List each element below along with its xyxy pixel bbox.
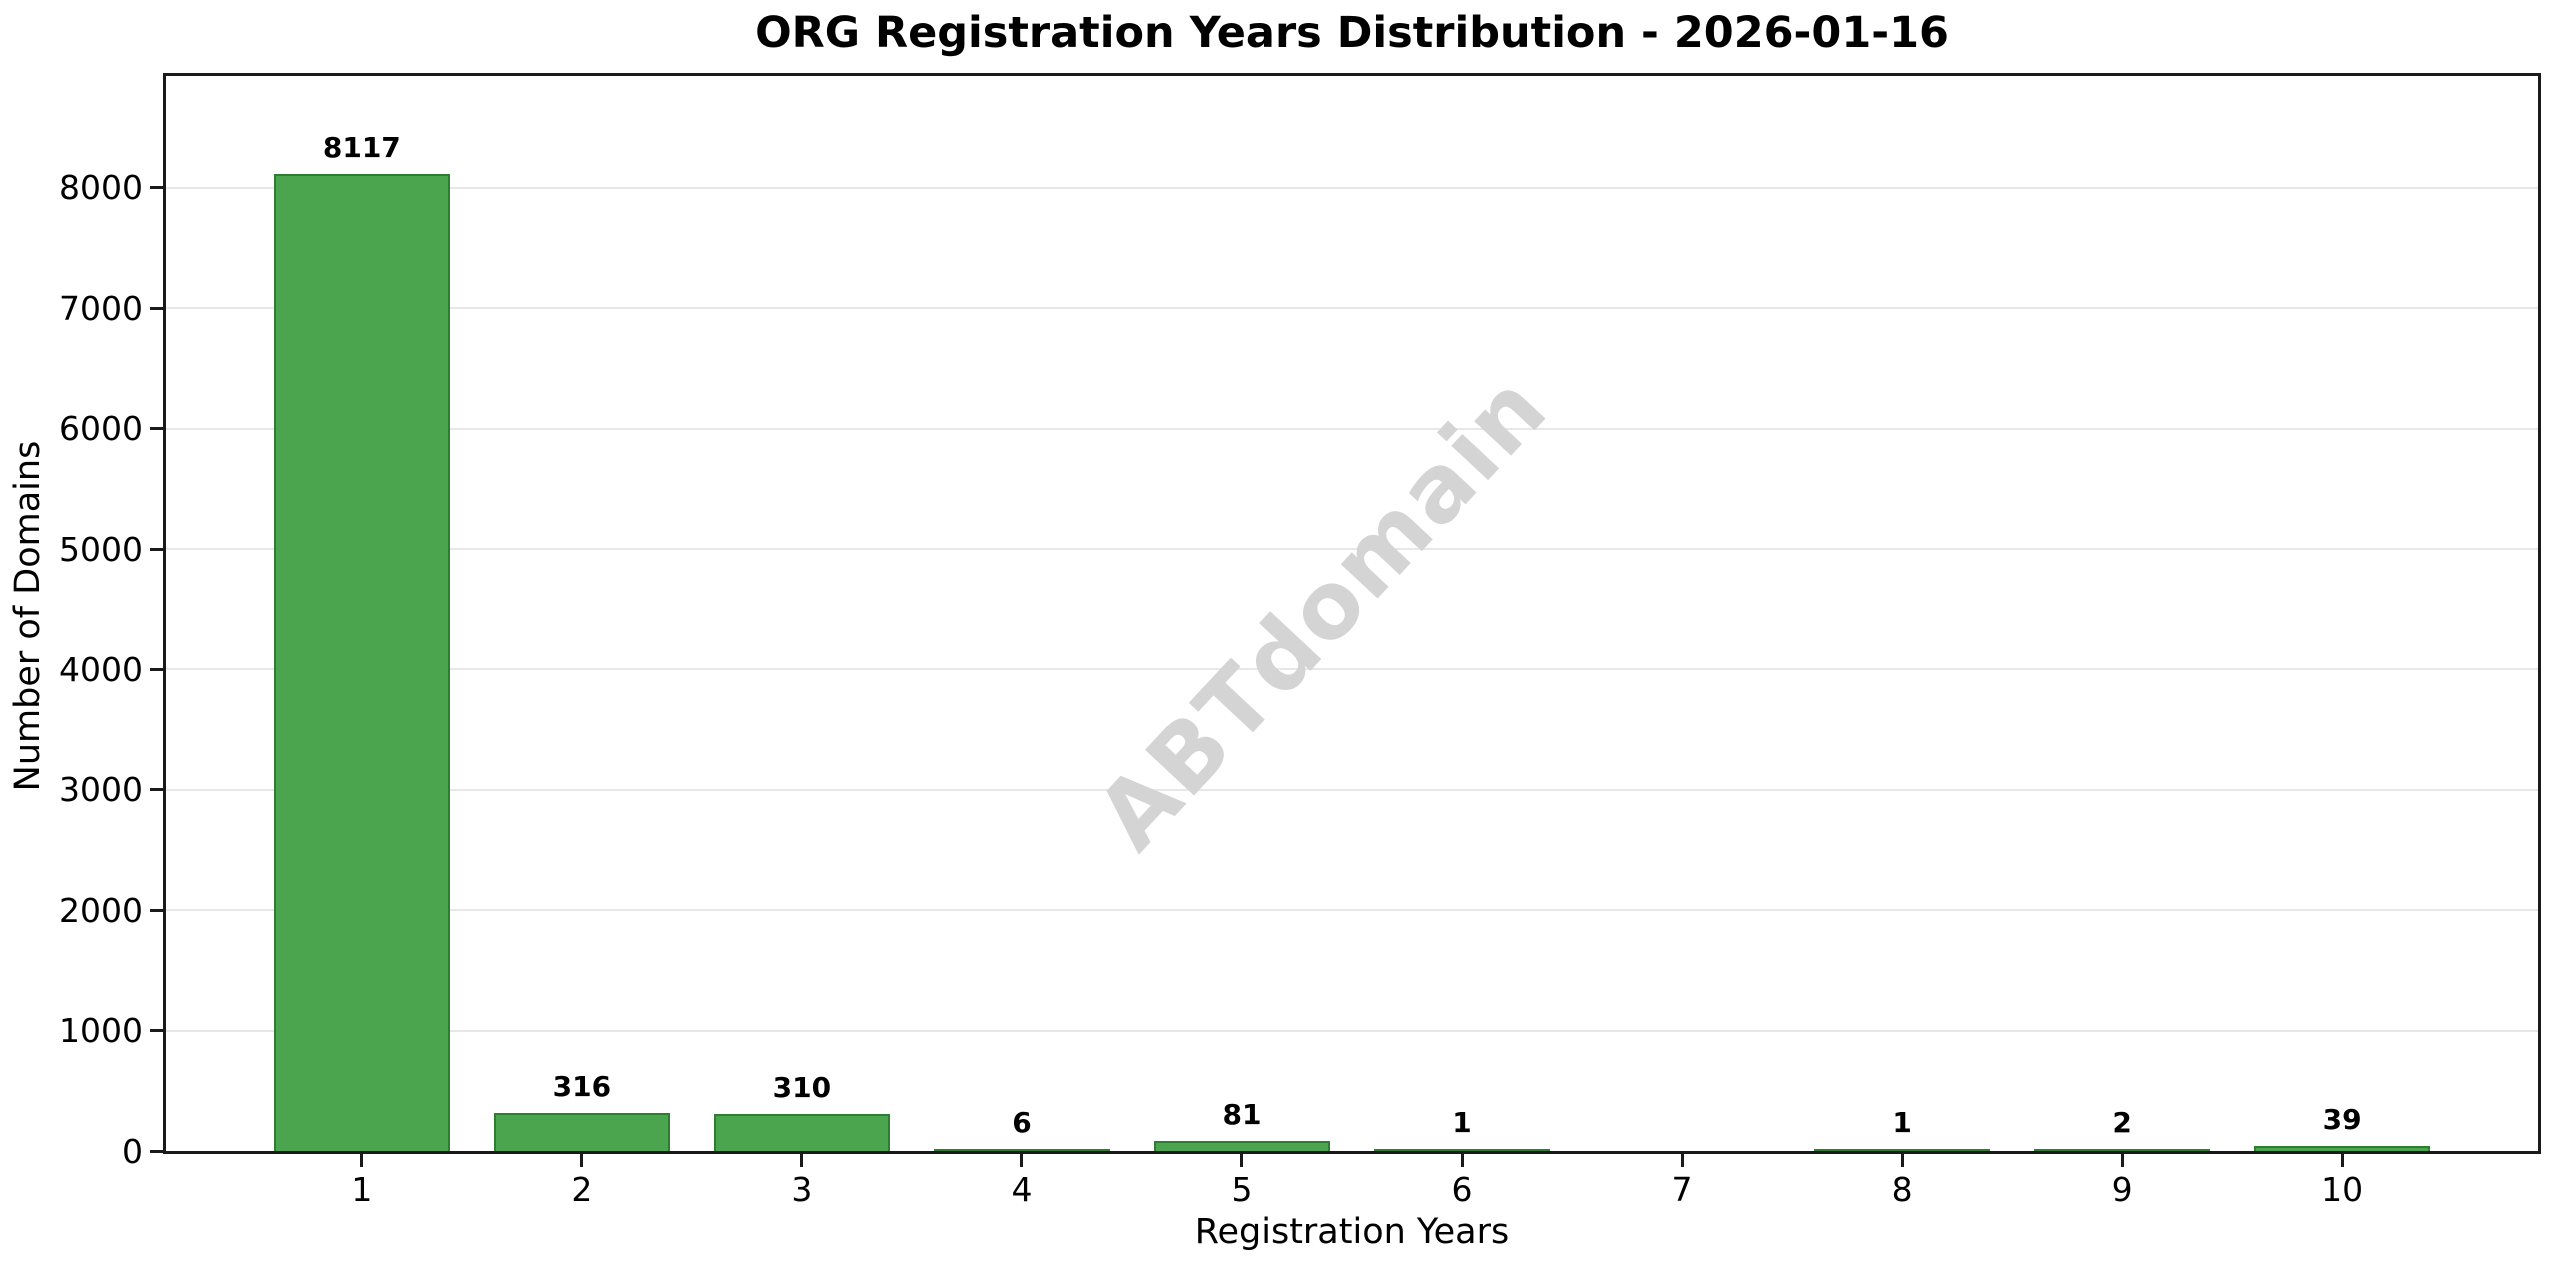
y-axis-tick-label: 5000 [59,529,143,569]
y-axis-tick [150,1149,163,1153]
x-axis-tick-label: 2 [571,1170,593,1209]
bar-value-label: 81 [1222,1098,1262,1132]
gridline [166,668,2538,671]
bar [1374,1148,1551,1151]
y-axis-tick-label: 8000 [59,168,143,208]
x-axis-tick [360,1154,364,1167]
x-axis-tick [2120,1154,2124,1167]
y-axis-tick [150,186,163,190]
y-axis-tick-label: 2000 [59,890,143,930]
y-axis-tick [150,547,163,551]
gridline [166,1029,2538,1032]
bar-value-label: 1 [1452,1105,1472,1139]
x-axis-tick-label: 5 [1231,1170,1253,1209]
x-axis-tick-label: 10 [2321,1170,2364,1209]
bar [713,1113,890,1151]
x-axis-tick [800,1154,804,1167]
y-axis-tick-label: 1000 [59,1011,143,1051]
x-axis-tick [1680,1154,1684,1167]
gridline [166,788,2538,791]
x-axis-tick [1240,1154,1244,1167]
y-axis-tick [150,788,163,792]
x-axis-tick [2340,1154,2344,1167]
bar [273,173,450,1151]
bar-value-label: 8117 [322,130,401,164]
bar-value-label: 39 [2322,1103,2362,1137]
y-axis-tick [150,306,163,310]
y-axis-tick-label: 3000 [59,770,143,810]
gridline [166,186,2538,189]
gridline [166,909,2538,912]
bar-value-label: 2 [2112,1105,2132,1139]
y-axis-tick [150,908,163,912]
x-axis-tick-label: 9 [2111,1170,2133,1209]
gridline [166,307,2538,310]
bar [1814,1148,1991,1151]
bar-value-label: 316 [552,1069,612,1103]
chart-title: ORG Registration Years Distribution - 20… [755,8,1949,58]
y-axis-tick-label: 7000 [59,288,143,328]
y-axis-tick-label: 4000 [59,649,143,689]
bar [933,1148,1110,1151]
y-axis-tick-label: 0 [122,1131,143,1171]
bar [1153,1141,1330,1151]
watermark-text: ABTdomain [1076,353,1568,871]
bar [493,1112,670,1151]
bar-value-label: 6 [1012,1105,1032,1139]
x-axis-tick [1900,1154,1904,1167]
x-axis-tick-label: 4 [1011,1170,1033,1209]
y-axis-tick [150,667,163,671]
gridline [166,427,2538,430]
x-axis-tick-label: 7 [1671,1170,1693,1209]
gridline [166,548,2538,551]
y-axis-label: Number of Domains [8,440,48,792]
bar-value-label: 310 [772,1070,832,1104]
bar-value-label: 1 [1892,1105,1912,1139]
x-axis-tick-label: 6 [1451,1170,1473,1209]
bar [2034,1148,2211,1151]
plot-area: ABTdomain 8117 316 310 6 81 1 1 2 39 [163,73,2541,1154]
y-axis-tick [150,427,163,431]
x-axis-tick [1020,1154,1024,1167]
x-axis-tick [1460,1154,1464,1167]
y-axis-tick-label: 6000 [59,409,143,449]
x-axis-tick-label: 1 [351,1170,373,1209]
bar [2254,1146,2431,1151]
y-axis-tick [150,1029,163,1033]
x-axis-label: Registration Years [1194,1212,1510,1252]
x-axis-tick-label: 8 [1891,1170,1913,1209]
x-axis-tick-label: 3 [791,1170,813,1209]
x-axis-tick [580,1154,584,1167]
